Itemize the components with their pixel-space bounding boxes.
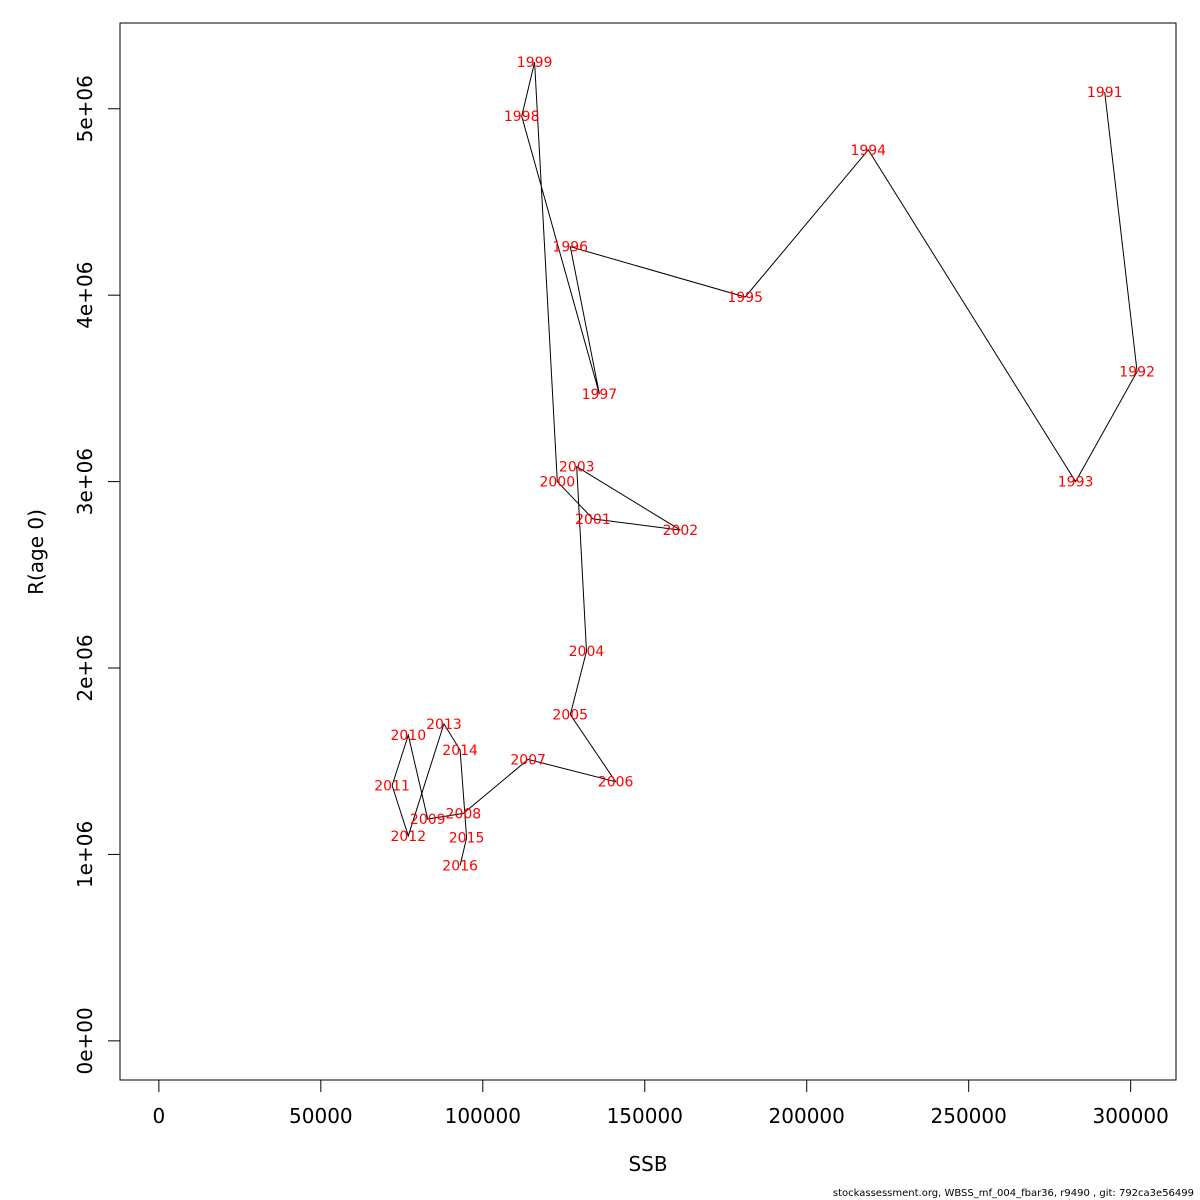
year-label-2000: 2000 bbox=[539, 475, 575, 491]
y-tick-label: 3e+06 bbox=[73, 448, 97, 515]
year-label-2002: 2002 bbox=[663, 523, 699, 539]
year-label-2013: 2013 bbox=[426, 717, 462, 733]
x-tick-label: 200000 bbox=[769, 1104, 845, 1128]
year-label-1995: 1995 bbox=[727, 290, 763, 306]
year-label-2014: 2014 bbox=[442, 743, 478, 759]
year-label-2015: 2015 bbox=[449, 831, 485, 847]
year-label-1999: 1999 bbox=[517, 55, 553, 71]
y-tick-label: 0e+00 bbox=[73, 1007, 97, 1074]
x-tick-label: 100000 bbox=[445, 1104, 521, 1128]
year-label-1998: 1998 bbox=[504, 109, 540, 125]
x-tick-label: 150000 bbox=[607, 1104, 683, 1128]
year-label-2011: 2011 bbox=[374, 778, 410, 794]
footer-credit: stockassessment.org, WBSS_mf_004_fbar36,… bbox=[832, 1188, 1194, 1199]
year-label-1997: 1997 bbox=[582, 387, 618, 403]
y-axis-title: R(age 0) bbox=[24, 509, 48, 595]
y-axis: 0e+00 1e+06 2e+06 3e+06 4e+06 5e+06 bbox=[73, 75, 121, 1074]
year-label-2001: 2001 bbox=[575, 512, 611, 528]
plot-frame bbox=[119, 22, 1177, 1081]
y-tick-label: 1e+06 bbox=[73, 821, 97, 888]
year-label-2006: 2006 bbox=[598, 775, 634, 791]
year-label-2008: 2008 bbox=[446, 806, 482, 822]
y-tick-label: 2e+06 bbox=[73, 634, 97, 701]
year-label-2005: 2005 bbox=[552, 708, 588, 724]
x-axis-title: SSB bbox=[628, 1152, 667, 1176]
year-label-2009: 2009 bbox=[410, 812, 446, 828]
year-label-1994: 1994 bbox=[850, 143, 886, 159]
year-labels: 1991 1992 1993 1994 1995 1996 1997 1998 1999 2000… bbox=[374, 55, 1155, 874]
year-label-1996: 1996 bbox=[552, 240, 588, 256]
x-tick-label: 250000 bbox=[931, 1104, 1007, 1128]
series-path bbox=[391, 61, 1138, 866]
year-label-2016: 2016 bbox=[442, 859, 478, 875]
year-label-2007: 2007 bbox=[510, 752, 546, 768]
y-tick-label: 5e+06 bbox=[73, 75, 97, 142]
year-label-1992: 1992 bbox=[1119, 365, 1155, 381]
year-label-1993: 1993 bbox=[1058, 475, 1094, 491]
year-label-2003: 2003 bbox=[559, 460, 595, 476]
x-tick-label: 300000 bbox=[1092, 1104, 1168, 1128]
x-tick-label: 50000 bbox=[289, 1104, 353, 1128]
year-label-2004: 2004 bbox=[569, 644, 605, 660]
year-label-2010: 2010 bbox=[390, 728, 426, 744]
series-line bbox=[391, 61, 1138, 866]
x-axis: 0 50000 100000 150000 200000 250000 300000 bbox=[153, 1079, 1169, 1128]
y-tick-label: 4e+06 bbox=[73, 262, 97, 329]
year-label-1991: 1991 bbox=[1087, 85, 1123, 101]
year-label-2012: 2012 bbox=[390, 829, 426, 845]
x-tick-label: 0 bbox=[153, 1104, 166, 1128]
